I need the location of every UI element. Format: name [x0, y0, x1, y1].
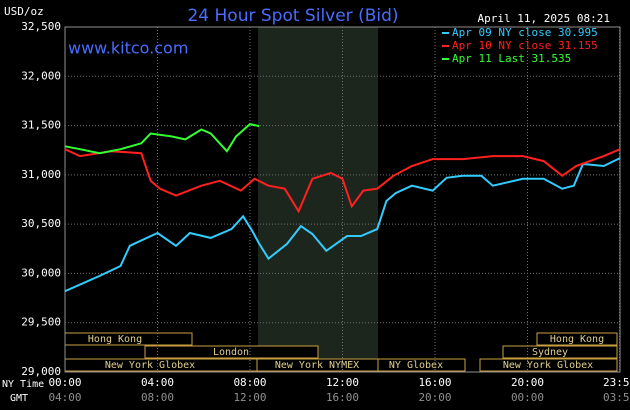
x-tick-label: 08:00	[233, 376, 266, 389]
series-line	[64, 157, 621, 293]
x-tick-label: 20:00	[511, 376, 544, 389]
session-label: New York NYMEX	[275, 360, 359, 371]
gmt-tick-label: 04:00	[48, 391, 81, 404]
legend-label: Apr 09 NY close 30.995	[452, 26, 598, 39]
session-label: New York Globex	[105, 360, 195, 371]
y-tick-label: 29,500	[21, 316, 61, 329]
x-tick-label: 16:00	[418, 376, 451, 389]
session-label: New York Globex	[503, 360, 593, 371]
site-label: www.kitco.com	[68, 39, 188, 58]
session-box	[479, 358, 618, 372]
x-tick-label: 12:00	[326, 376, 359, 389]
plot-frame	[64, 26, 621, 373]
session-box	[144, 345, 319, 359]
gmt-tick-label: 16:00	[326, 391, 359, 404]
session-label: NY Globex	[389, 360, 443, 371]
nymex-shade	[258, 27, 378, 372]
y-tick-label: 32,000	[21, 69, 61, 82]
ny-time-label: NY Time	[2, 379, 44, 390]
unit-label: USD/oz	[4, 5, 44, 18]
session-box	[502, 345, 618, 359]
timestamp: April 11, 2025 08:21	[478, 12, 610, 25]
session-label: Hong Kong	[550, 334, 604, 345]
y-tick-label: 31,000	[21, 168, 61, 181]
series-line	[64, 148, 621, 214]
legend-label: Apr 10 NY close 31.155	[452, 39, 598, 52]
y-tick-label: 30,000	[21, 266, 61, 279]
session-box	[377, 358, 466, 372]
series-line	[64, 123, 260, 155]
y-tick-label: 31,500	[21, 119, 61, 132]
chart-title: 24 Hour Spot Silver (Bid)	[187, 6, 398, 26]
session-box	[536, 332, 618, 346]
gmt-tick-label: 12:00	[233, 391, 266, 404]
session-label: Hong Kong	[88, 334, 142, 345]
y-tick-label: 29,000	[21, 365, 61, 378]
y-tick-label: 32,500	[21, 20, 61, 33]
y-tick-label: 30,500	[21, 217, 61, 230]
legend-label: Apr 11 Last 31.535	[452, 52, 571, 65]
x-tick-label: 04:00	[141, 376, 174, 389]
x-tick-label: 23:59	[603, 376, 630, 389]
gmt-tick-label: 20:00	[418, 391, 451, 404]
gmt-label: GMT	[10, 393, 28, 404]
x-tick-label: 00:00	[48, 376, 81, 389]
gmt-tick-label: 00:00	[511, 391, 544, 404]
gmt-tick-label: 08:00	[141, 391, 174, 404]
gmt-tick-label: 03:59	[603, 391, 630, 404]
session-label: Sydney	[532, 347, 568, 358]
session-label: London	[213, 347, 249, 358]
